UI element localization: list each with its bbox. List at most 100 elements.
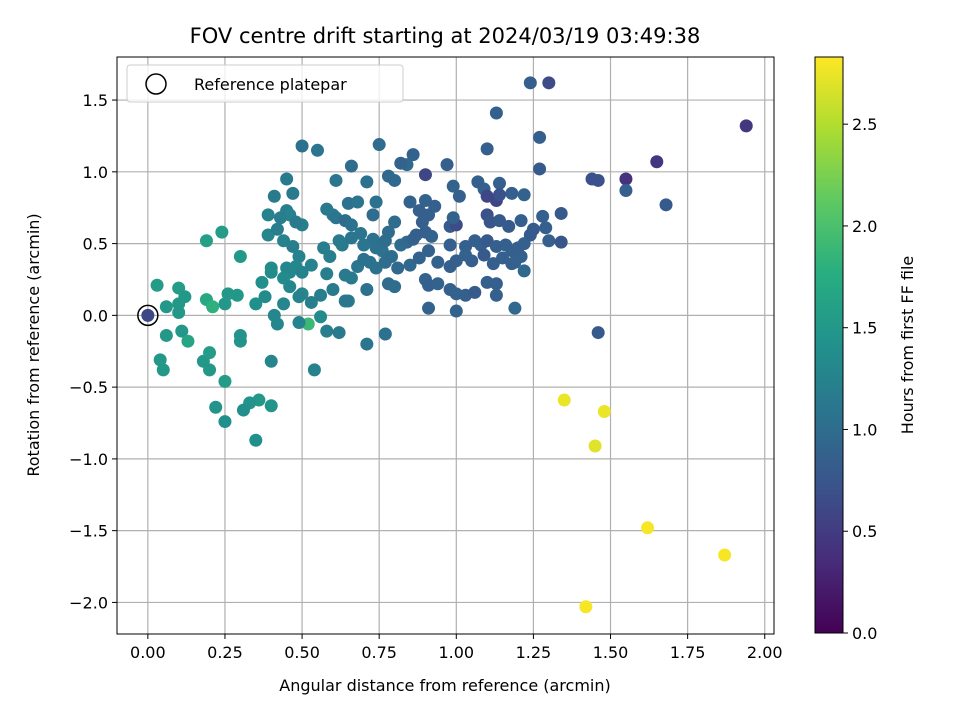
data-point (415, 215, 429, 229)
data-point (440, 158, 454, 172)
data-point (406, 148, 420, 162)
data-point (215, 225, 229, 239)
y-tick-label: 0.5 (83, 235, 108, 254)
data-point (619, 172, 633, 186)
data-point (218, 297, 232, 311)
data-point (557, 393, 571, 407)
data-point (320, 324, 334, 338)
data-point (277, 297, 291, 311)
data-point (292, 290, 306, 304)
data-point (314, 288, 328, 302)
data-point (650, 155, 664, 169)
x-tick-label: 1.75 (670, 643, 706, 662)
data-point (320, 267, 334, 281)
data-point (270, 222, 284, 236)
data-point (221, 287, 235, 301)
data-point (255, 275, 269, 289)
data-points (150, 76, 753, 614)
colorbar-frame (814, 56, 844, 634)
y-axis-label: Rotation from reference (arcmin) (24, 213, 43, 476)
data-point (295, 265, 309, 279)
colorbar: 0.0 0.5 1.0 1.5 2.0 2.5 Hours from first FF f… (814, 56, 917, 643)
legend-marker-icon (145, 73, 167, 95)
y-axis-ticks: −2.0 −1.5 −1.0 −0.5 0.0 0.5 1.0 1.5 (69, 91, 117, 612)
data-point (591, 326, 605, 340)
data-point (378, 234, 392, 248)
data-point (739, 119, 753, 133)
x-tick-label: 0.25 (207, 643, 243, 662)
data-point (718, 548, 732, 562)
reference-marker-ring (137, 304, 159, 327)
data-point (153, 353, 167, 367)
data-point (286, 186, 300, 200)
data-point (422, 301, 436, 315)
data-point (391, 261, 405, 275)
data-point (295, 139, 309, 153)
data-point (172, 305, 186, 319)
data-point (218, 374, 232, 388)
data-point (502, 219, 516, 233)
x-tick-label: 0.00 (130, 643, 166, 662)
data-point (641, 521, 655, 535)
data-point (360, 283, 374, 297)
data-point (369, 195, 383, 209)
data-point (588, 439, 602, 453)
data-point (480, 142, 494, 156)
data-point (264, 354, 278, 368)
data-point (539, 221, 553, 235)
colorbar-tick-label: 0.0 (852, 624, 877, 643)
data-point (385, 250, 399, 264)
data-point (523, 228, 537, 242)
data-point (431, 277, 445, 291)
data-point (533, 130, 547, 144)
data-point (533, 162, 547, 176)
data-point (304, 295, 318, 309)
data-point (258, 290, 272, 304)
data-point (236, 403, 250, 417)
data-point (209, 400, 223, 414)
data-point (159, 328, 173, 342)
data-point (388, 173, 402, 187)
data-point (505, 257, 519, 271)
data-point (156, 363, 170, 377)
data-point (307, 363, 321, 377)
data-point (329, 173, 343, 187)
colorbar-tick-label: 1.0 (852, 420, 877, 439)
x-tick-label: 2.00 (747, 643, 783, 662)
legend-label: Reference platepar (194, 75, 347, 94)
data-point (344, 159, 358, 173)
data-point (264, 399, 278, 413)
data-point (489, 277, 503, 291)
data-point (489, 106, 503, 120)
data-point (344, 218, 358, 232)
data-point (366, 208, 380, 222)
data-point (280, 172, 294, 186)
data-point (468, 285, 482, 299)
chart-title: FOV centre drift starting at 2024/03/19 … (190, 24, 701, 48)
reference-marker-group (137, 304, 159, 327)
data-point (310, 143, 324, 157)
data-point (289, 215, 303, 229)
data-point (292, 250, 306, 264)
y-tick-label: −1.5 (69, 522, 108, 541)
data-point (422, 244, 436, 258)
data-point (403, 258, 417, 272)
colorbar-tick-label: 2.0 (852, 217, 877, 236)
y-tick-label: −1.0 (69, 450, 108, 469)
data-point (508, 301, 522, 315)
data-point (412, 251, 426, 265)
data-point (304, 258, 318, 272)
colorbar-ticks: 0.0 0.5 1.0 1.5 2.0 2.5 (843, 115, 877, 643)
data-point (354, 227, 368, 241)
reference-point (141, 308, 155, 322)
data-point (659, 198, 673, 212)
data-point (591, 173, 605, 187)
x-tick-label: 0.50 (284, 643, 320, 662)
y-tick-label: −0.5 (69, 378, 108, 397)
data-point (542, 234, 556, 248)
data-point (388, 215, 402, 229)
data-point (159, 300, 173, 314)
data-point (218, 415, 232, 429)
y-tick-label: 0.0 (83, 306, 108, 325)
data-point (283, 280, 297, 294)
